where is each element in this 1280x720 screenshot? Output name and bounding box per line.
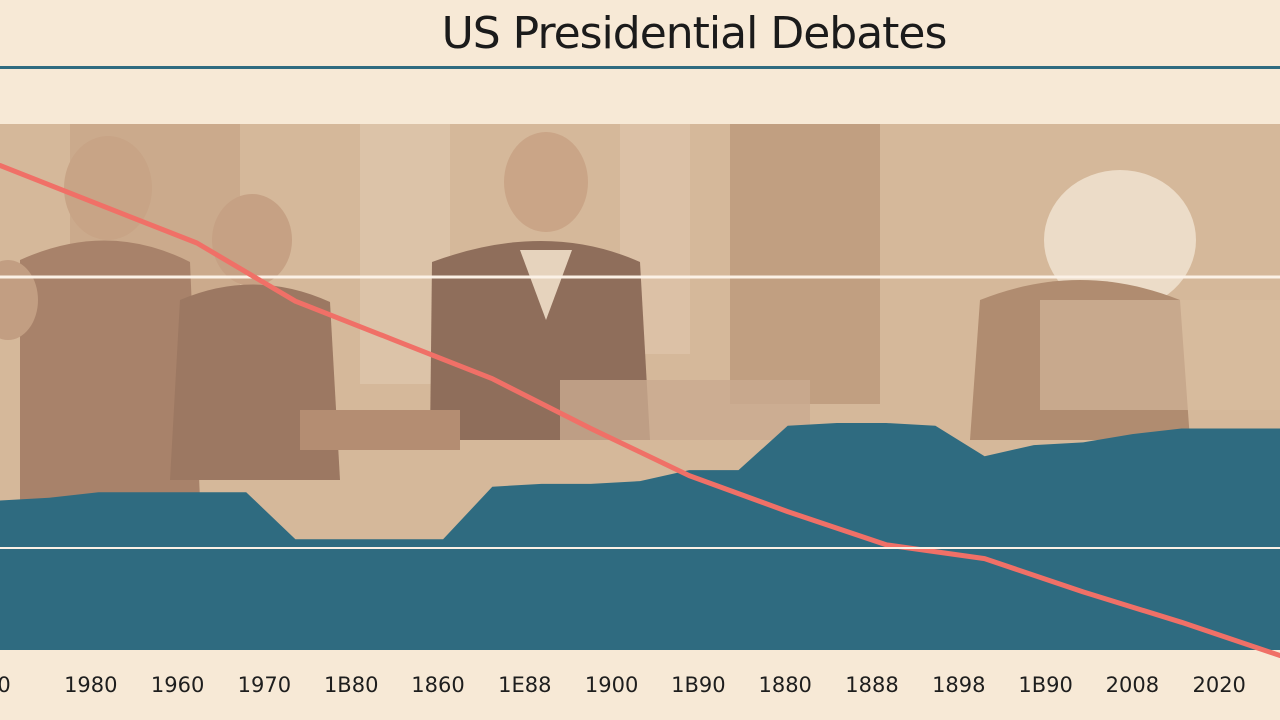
x-tick-label: 1B90 xyxy=(671,673,726,697)
x-tick-label: 1880 xyxy=(758,673,811,697)
x-tick-label: 1B90 xyxy=(1018,673,1073,697)
title-underline xyxy=(0,66,1280,69)
photo-backdrop xyxy=(0,124,1280,650)
area-series-0 xyxy=(0,423,1280,650)
x-tick-label: 1900 xyxy=(585,673,638,697)
x-tick-label: 1898 xyxy=(932,673,985,697)
x-tick-label: 1E88 xyxy=(498,673,551,697)
x-tick-label: 1960 xyxy=(151,673,204,697)
x-tick-label: 1888 xyxy=(845,673,898,697)
x-tick-label: 1860 xyxy=(411,673,464,697)
x-tick-label: 1B80 xyxy=(324,673,379,697)
x-tick-label: 1970 xyxy=(238,673,291,697)
chart-title: US Presidential Debates xyxy=(441,8,948,59)
x-tick-label: 0 xyxy=(0,673,11,697)
line-series-1 xyxy=(0,163,1280,658)
x-tick-label: 1980 xyxy=(64,673,117,697)
x-tick-label: 2020 xyxy=(1192,673,1245,697)
x-tick-label: 2008 xyxy=(1106,673,1159,697)
